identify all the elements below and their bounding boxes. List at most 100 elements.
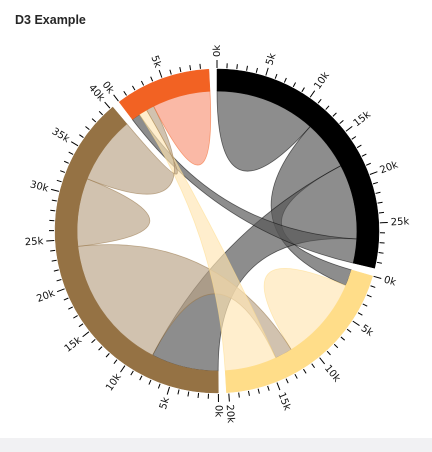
axis-tick bbox=[346, 328, 352, 333]
tick-label: 0k bbox=[382, 275, 397, 289]
axis-tick bbox=[236, 64, 238, 70]
axis-tick bbox=[68, 306, 73, 310]
axis-tick bbox=[79, 134, 84, 138]
axis-tick bbox=[361, 153, 367, 157]
axis-tick bbox=[177, 389, 180, 395]
axis-tick bbox=[255, 67, 258, 73]
axis-tick bbox=[303, 368, 307, 374]
axis-tick bbox=[366, 294, 372, 298]
group-arc bbox=[54, 106, 219, 394]
axis-tick bbox=[373, 275, 382, 280]
axis-tick bbox=[370, 285, 376, 288]
axis-tick bbox=[70, 141, 79, 147]
tick-label: 30k bbox=[29, 179, 50, 194]
axis-tick bbox=[257, 388, 260, 394]
axis-tick bbox=[169, 69, 172, 75]
axis-tick bbox=[91, 339, 96, 344]
axis-tick bbox=[294, 373, 298, 379]
tick-label: 20k bbox=[35, 288, 56, 305]
tick-label: 5k bbox=[264, 52, 278, 67]
axis-tick bbox=[267, 385, 270, 391]
axis-tick bbox=[247, 390, 250, 396]
group-arc bbox=[216, 68, 380, 269]
axis-tick bbox=[356, 144, 362, 149]
axis-tick bbox=[166, 386, 170, 395]
tick-label: 5k bbox=[158, 396, 172, 411]
tick-label: 10k bbox=[322, 363, 342, 384]
axis-tick bbox=[326, 350, 331, 356]
tick-label: 5k bbox=[148, 54, 163, 69]
axis-tick bbox=[365, 162, 371, 166]
tick-label: 15k bbox=[352, 109, 374, 129]
axis-tick bbox=[357, 312, 363, 316]
chart-card: D3 Example 0k 5k 10k 15k 20k 25k 0k 5k 10k 15k 20k… bbox=[15, 13, 410, 424]
axis-tick bbox=[158, 69, 163, 78]
axis-tick bbox=[63, 297, 69, 301]
axis-tick bbox=[369, 171, 378, 175]
axis-tick bbox=[292, 82, 297, 88]
axis-tick bbox=[345, 125, 353, 132]
axis-tick bbox=[82, 331, 90, 338]
axis-tick bbox=[325, 105, 330, 110]
axis-tick bbox=[340, 336, 346, 341]
axis-tick bbox=[179, 67, 182, 73]
tick-label: 20k bbox=[378, 159, 399, 176]
axis-tick bbox=[157, 383, 161, 389]
axis-tick bbox=[199, 63, 201, 69]
tick-label: 10k bbox=[104, 372, 124, 394]
axis-tick bbox=[130, 370, 134, 376]
axis-tick bbox=[140, 80, 145, 86]
axis-tick bbox=[51, 259, 57, 262]
axis-tick bbox=[123, 90, 127, 96]
axis-tick bbox=[63, 160, 69, 164]
axis-tick bbox=[301, 87, 305, 93]
axis-tick bbox=[51, 188, 60, 192]
axis-tick bbox=[187, 391, 190, 397]
tick-label: 20k bbox=[224, 404, 236, 423]
axis-tick bbox=[378, 211, 385, 214]
axis-tick bbox=[378, 252, 384, 254]
axis-tick bbox=[85, 126, 90, 130]
axis-tick bbox=[362, 303, 368, 307]
axis-tick bbox=[319, 357, 326, 365]
axis-tick bbox=[372, 181, 378, 185]
axis-tick bbox=[56, 278, 62, 282]
axis-tick bbox=[197, 392, 200, 398]
card-title: D3 Example bbox=[15, 13, 86, 27]
tick-label: 0k bbox=[212, 45, 223, 57]
axis-tick bbox=[265, 67, 269, 76]
ribbon-layer bbox=[76, 90, 358, 372]
axis-tick bbox=[377, 201, 383, 204]
axis-tick bbox=[56, 288, 65, 293]
axis-tick bbox=[238, 392, 240, 398]
axis-tick bbox=[50, 249, 56, 252]
axis-tick bbox=[139, 375, 143, 381]
group-arc bbox=[118, 68, 211, 120]
axis-tick bbox=[317, 98, 322, 104]
axis-tick bbox=[68, 151, 74, 155]
axis-tick bbox=[78, 323, 84, 328]
axis-tick bbox=[274, 73, 278, 79]
axis-tick bbox=[91, 118, 97, 123]
axis-tick bbox=[285, 378, 289, 384]
axis-tick bbox=[148, 379, 152, 385]
axis-tick bbox=[105, 353, 110, 358]
axis-tick bbox=[189, 65, 192, 71]
axis-tick bbox=[73, 315, 78, 319]
axis-tick bbox=[311, 363, 316, 369]
axis-tick bbox=[120, 365, 126, 373]
axis-tick bbox=[98, 110, 103, 116]
axis-tick bbox=[339, 119, 344, 124]
axis-tick bbox=[276, 382, 281, 391]
tick-label: 35k bbox=[50, 126, 72, 145]
axis-tick bbox=[56, 179, 62, 183]
axis-tick bbox=[351, 136, 357, 140]
group-arc bbox=[224, 269, 373, 393]
axis-tick bbox=[333, 343, 339, 349]
axis-tick bbox=[131, 85, 136, 91]
tick-label: 5k bbox=[359, 323, 375, 339]
axis-tick bbox=[376, 261, 382, 264]
axis-tick bbox=[53, 269, 59, 272]
axis-tick bbox=[51, 199, 57, 202]
axis-tick bbox=[332, 112, 337, 117]
